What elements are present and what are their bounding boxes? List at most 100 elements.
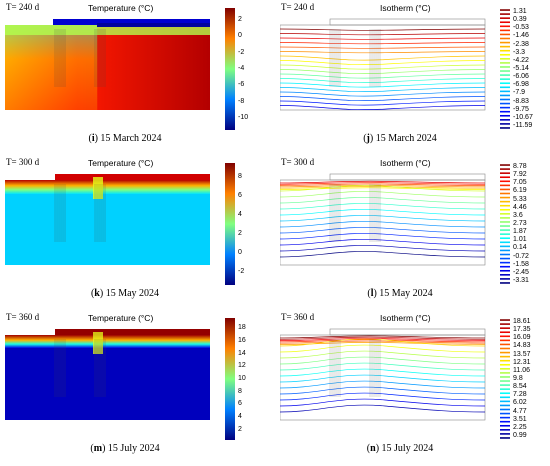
tick-label: 3.51 (513, 415, 527, 423)
tick-label: 0.99 (513, 432, 527, 439)
tick-label: -4 (238, 65, 245, 72)
panel-caption: (n) 15 July 2024 (366, 443, 434, 454)
temperature-field (5, 335, 210, 420)
tick-label: -2.38 (513, 40, 529, 48)
tick-label: -6.06 (513, 73, 529, 81)
time-label: T= 240 d (281, 2, 315, 12)
tick-label: 18.61 (513, 318, 531, 325)
panel-caption: (k) 15 May 2024 (90, 288, 160, 299)
panel-title: Temperature (°C) (88, 313, 154, 323)
tick-label: 13.57 (513, 350, 531, 358)
tick-label: 12 (238, 362, 246, 370)
tick-label: 7.28 (513, 391, 527, 399)
tick-label: 8 (238, 172, 242, 180)
tick-label: 18 (238, 324, 246, 332)
time-label: T= 240 d (6, 2, 40, 12)
tick-label: 4 (238, 413, 242, 420)
tick-label: -5.14 (513, 65, 529, 72)
tick-label: 0 (238, 248, 242, 256)
colorbar (500, 319, 510, 439)
tick-label: 0 (238, 32, 242, 40)
tick-label: -6.98 (513, 81, 529, 89)
tick-label: -1.46 (513, 32, 529, 40)
colorbar-ticks: 18.61 17.35 16.09 14.83 13.57 12.31 11.06 9.8 8.… (513, 318, 547, 440)
panel-title: Isotherm (°C) (380, 313, 431, 323)
tick-label: 8 (238, 387, 242, 395)
tick-label: 2 (238, 425, 242, 433)
colorbar (500, 9, 510, 129)
isotherm-field (280, 179, 486, 266)
tick-label: 6 (238, 191, 242, 199)
isotherm-field (280, 334, 486, 421)
tick-label: 4 (238, 210, 242, 218)
tick-label: 11.06 (513, 366, 530, 374)
tick-label: -0.53 (513, 24, 529, 32)
colorbar (225, 8, 235, 130)
colorbar-ticks: 2 0 -2 -4 -6 -8 -10 (238, 8, 272, 130)
tick-label: 3.6 (513, 211, 523, 219)
tick-label: -8 (238, 97, 245, 105)
tick-label: 0.39 (513, 16, 527, 24)
tick-label: 6.02 (513, 399, 527, 407)
tick-label: -3.3 (513, 48, 526, 56)
colorbar-ticks: 8.78 7.92 7.05 6.19 5.33 4.46 3.6 2.73 1.87 1.01 0… (513, 163, 547, 285)
tick-label: -8.83 (513, 97, 529, 105)
tick-label: 12.31 (513, 358, 531, 366)
tick-label: 8.54 (513, 383, 527, 391)
panel-title: Isotherm (°C) (380, 3, 431, 13)
tick-label: -11.59 (513, 122, 533, 129)
tick-label: -2 (238, 48, 245, 56)
tick-label: 7.92 (513, 171, 527, 179)
tick-label: 4.77 (513, 407, 527, 415)
panel-caption: (l) 15 May 2024 (367, 288, 433, 299)
panel-l: T= 300 d Isotherm (°C) 8.78 7.92 7.05 6.19 5.3… (275, 155, 550, 305)
plot-area (5, 19, 210, 110)
tick-label: -2 (238, 267, 245, 275)
plot-area (280, 328, 486, 421)
tick-label: 16.09 (513, 334, 531, 342)
colorbar-ticks: 18 16 14 12 10 8 6 4 2 (238, 318, 272, 440)
plot-area (5, 329, 210, 420)
tick-label: 2 (238, 16, 242, 24)
tick-label: 16 (238, 337, 246, 344)
tick-label: -4.22 (513, 56, 529, 64)
plot-area (280, 173, 486, 266)
tick-label: -6 (238, 81, 245, 89)
tick-label: 4.46 (513, 203, 527, 211)
panel-caption: (i) 15 March 2024 (88, 133, 162, 144)
time-label: T= 360 d (281, 312, 315, 322)
tick-label: -10 (238, 113, 249, 121)
tick-label: 17.35 (513, 326, 531, 334)
panel-i: T= 240 d Temperature (°C) 2 0 -2 -4 -6 -8 -10 (i)… (0, 0, 275, 150)
temperature-field (5, 180, 210, 265)
colorbar (500, 164, 510, 284)
colorbar (225, 318, 235, 440)
tick-label: 1.87 (513, 228, 527, 236)
panel-title: Isotherm (°C) (380, 158, 431, 168)
colorbar-ticks: 1.31 0.39 -0.53 -1.46 -2.38 -3.3 -4.22 -5.14 -6.… (513, 8, 547, 130)
tick-label: -0.72 (513, 252, 529, 260)
tick-label: 10 (238, 375, 246, 382)
tick-label: 2 (238, 229, 242, 237)
panel-n: T= 360 d Isotherm (°C) 18.61 17.35 16.09 14.8… (275, 310, 550, 460)
time-label: T= 360 d (6, 312, 40, 322)
colorbar (225, 163, 235, 285)
tick-label: 2.25 (513, 423, 527, 431)
tick-label: 1.01 (513, 236, 527, 244)
tick-label: 8.78 (513, 163, 527, 170)
tick-label: 6 (238, 400, 242, 408)
panel-title: Temperature (°C) (88, 3, 154, 13)
panel-caption: (m) 15 July 2024 (90, 443, 160, 454)
tick-label: -3.31 (513, 277, 529, 284)
panel-title: Temperature (°C) (88, 158, 154, 168)
panel-k: T= 300 d Temperature (°C) 8 6 4 2 0 -2 (k) 15 Ma… (0, 155, 275, 305)
tick-label: -2.45 (513, 268, 529, 276)
tick-label: 14.83 (513, 342, 531, 350)
panel-j: T= 240 d Isotherm (°C) 1.31 0.39 -0.53 -1.46-… (275, 0, 550, 150)
plot-area (5, 174, 210, 265)
tick-label: -7.9 (513, 89, 526, 97)
time-label: T= 300 d (281, 157, 315, 167)
tick-label: 6.19 (513, 187, 527, 195)
tick-label: -10.67 (513, 113, 533, 121)
panel-caption: (j) 15 March 2024 (363, 133, 437, 144)
